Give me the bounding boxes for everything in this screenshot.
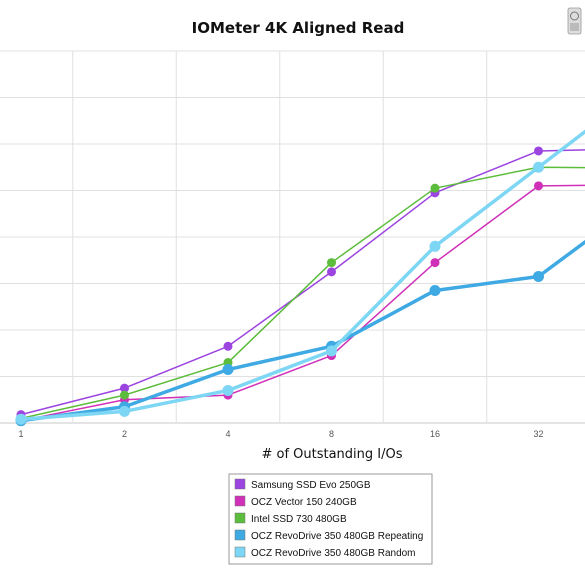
legend-label: OCZ RevoDrive 350 480GB Random bbox=[251, 548, 416, 559]
x-tick-label: 16 bbox=[430, 429, 440, 439]
legend-box bbox=[228, 473, 433, 565]
data-point bbox=[15, 413, 27, 425]
series-line bbox=[20, 184, 585, 422]
data-point bbox=[429, 284, 441, 296]
data-point bbox=[222, 384, 234, 396]
series-line bbox=[19, 129, 585, 422]
series-group bbox=[16, 162, 585, 423]
legend-swatch bbox=[234, 529, 246, 541]
x-axis-label: # of Outstanding I/Os bbox=[261, 447, 402, 462]
data-point bbox=[429, 240, 441, 252]
data-point bbox=[326, 345, 337, 357]
x-tick-label: 32 bbox=[533, 429, 543, 439]
data-point bbox=[223, 341, 233, 351]
legend: Samsung SSD Evo 250GB OCZ Vector 150 240G… bbox=[228, 473, 433, 565]
series-group bbox=[15, 129, 585, 425]
data-point bbox=[533, 161, 544, 173]
data-point bbox=[222, 364, 234, 376]
data-point bbox=[534, 146, 543, 156]
legend-label: OCZ RevoDrive 350 480GB Repeating bbox=[251, 531, 423, 542]
x-tick-label: 8 bbox=[329, 429, 334, 439]
legend-swatch bbox=[234, 546, 246, 558]
x-tick-label: 2 bbox=[122, 429, 127, 439]
x-tick-label: 4 bbox=[225, 429, 230, 439]
watermark-logo bbox=[567, 7, 582, 35]
grid bbox=[0, 50, 585, 424]
legend-swatch bbox=[234, 478, 246, 490]
legend-label: OCZ Vector 150 240GB bbox=[251, 497, 357, 508]
x-axis-ticks: 1248163264 bbox=[18, 429, 543, 439]
data-point bbox=[327, 258, 336, 268]
legend-label: Samsung SSD Evo 250GB bbox=[251, 480, 371, 491]
series-group bbox=[15, 239, 585, 427]
series-group bbox=[16, 181, 585, 426]
data-point bbox=[533, 271, 544, 283]
legend-swatch bbox=[234, 512, 246, 524]
legend-items: Samsung SSD Evo 250GB OCZ Vector 150 240G… bbox=[234, 478, 423, 559]
data-point bbox=[430, 183, 440, 193]
series-lines bbox=[15, 129, 585, 427]
x-tick-label: 1 bbox=[18, 429, 23, 439]
data-point bbox=[120, 390, 129, 400]
legend-label: Intel SSD 730 480GB bbox=[251, 514, 347, 525]
data-point bbox=[119, 405, 130, 417]
series-line bbox=[19, 239, 585, 423]
data-point bbox=[120, 383, 129, 393]
legend-swatch bbox=[234, 495, 246, 507]
data-point bbox=[327, 267, 336, 277]
chart-title: IOMeter 4K Aligned Read bbox=[192, 19, 405, 37]
data-point bbox=[430, 258, 440, 268]
data-point bbox=[534, 181, 543, 191]
